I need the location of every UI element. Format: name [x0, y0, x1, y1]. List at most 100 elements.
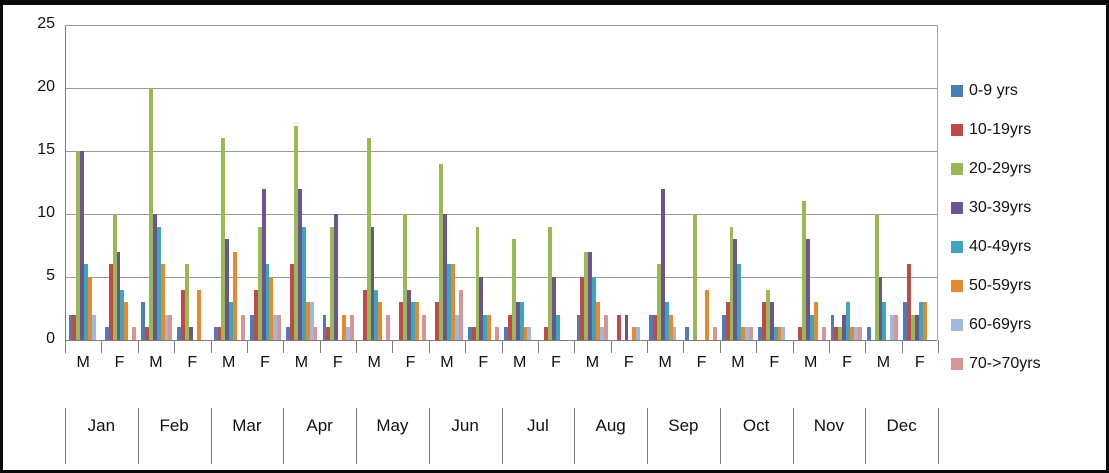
gender-label-sep-f: F [696, 354, 707, 371]
gender-label-jun-f: F [478, 354, 489, 371]
gender-boundary-tick [174, 340, 176, 353]
bar-slot [112, 25, 117, 340]
bar-slot [217, 25, 222, 340]
bar-slot [181, 25, 186, 340]
gender-boundary-tick [246, 340, 248, 353]
bar-slot [693, 25, 698, 340]
bar-slot [842, 25, 847, 340]
cluster-apr-m [284, 25, 320, 340]
bar-slot [257, 25, 262, 340]
bar-slot [515, 25, 520, 340]
month-label-jun: Jun [451, 416, 479, 435]
month-boundary-tick [501, 408, 503, 464]
bar-apr-m-1019yrs [290, 264, 295, 340]
legend-item-2029yrs: 20-29yrs [951, 157, 1106, 180]
bar-slot [273, 25, 278, 340]
bar-slot [144, 25, 149, 340]
bar-slot [349, 25, 354, 340]
bar-slot [676, 25, 680, 340]
bar-slot [261, 25, 266, 340]
month-label-sep: Sep [668, 416, 699, 435]
y-tick-label-20: 20 [37, 78, 55, 95]
bar-slot [878, 25, 883, 340]
bar-slot [253, 25, 258, 340]
bar-slot [410, 25, 415, 340]
bar-slot [334, 25, 339, 340]
bar-slot [660, 25, 665, 340]
bar-slot [447, 25, 451, 340]
month-label-oct: Oct [742, 416, 770, 435]
bar-slot [148, 25, 153, 340]
bar-nov-f-2029yrs [838, 327, 843, 340]
bar-slot [903, 25, 908, 340]
bar-jun-f-09yrs [467, 327, 472, 340]
bar-mar-m-1019yrs [217, 327, 222, 340]
bar-slot [725, 25, 730, 340]
bar-slot [96, 25, 100, 340]
bar-aug-f-6069yrs [636, 327, 641, 340]
gender-label-jul-f: F [551, 354, 561, 371]
bar-slot [386, 25, 391, 340]
bar-slot [809, 25, 814, 340]
gridline-15 [66, 151, 937, 152]
bar-slot [922, 25, 927, 340]
bar-oct-m-1019yrs [725, 302, 730, 340]
bar-apr-f-2029yrs [330, 226, 335, 340]
bar-slot [588, 25, 593, 340]
month-cluster-feb [139, 25, 212, 340]
bar-slot [785, 25, 789, 340]
gender-label-aug-f: F [623, 354, 634, 371]
month-boundary-tick [719, 408, 721, 464]
bar-slot [141, 25, 145, 340]
bar-slot [672, 25, 677, 340]
bar-aug-m-1019yrs [580, 277, 585, 340]
bar-feb-m-2029yrs [148, 88, 153, 340]
bar-slot [168, 25, 173, 340]
bar-slot [798, 25, 803, 340]
bar-nov-f-09yrs [830, 314, 835, 340]
bar-mar-f-3039yrs [261, 188, 266, 340]
month-boundary-tick [574, 408, 576, 464]
bar-nov-m-1019yrs [798, 327, 803, 340]
bar-slot [813, 25, 818, 340]
bar-slot [189, 25, 193, 340]
cluster-aug-m [574, 25, 610, 340]
gender-label-may-f: F [405, 354, 416, 371]
plot-area [65, 25, 938, 341]
bar-jan-f-4049yrs [120, 289, 125, 340]
bar-feb-m-1019yrs [144, 327, 149, 340]
bar-slot [882, 25, 887, 340]
bar-slot [406, 25, 411, 340]
bar-slot [88, 25, 92, 340]
legend-label: 0-9 yrs [969, 81, 1018, 99]
bar-slot [576, 25, 581, 340]
month-cluster-nov [792, 25, 865, 340]
bar-dec-f-4049yrs [918, 302, 923, 340]
bar-slot [196, 25, 201, 340]
bar-jun-m-4049yrs [447, 264, 451, 340]
month-cluster-sep [647, 25, 720, 340]
bar-aug-m-7070yrs [603, 314, 608, 340]
bar-slot [313, 25, 318, 340]
bar-mar-m-3039yrs [225, 239, 230, 340]
bar-dec-m-6069yrs [890, 314, 895, 340]
month-cluster-aug [574, 25, 647, 340]
cluster-dec-f [901, 25, 937, 340]
bar-sep-m-4049yrs [664, 302, 669, 340]
bar-apr-f-1019yrs [326, 327, 331, 340]
bar-jul-m-2029yrs [511, 239, 516, 340]
bar-apr-f-6069yrs [345, 327, 350, 340]
bar-mar-m-4049yrs [229, 302, 234, 340]
bar-mar-f-2029yrs [257, 226, 262, 340]
bar-slot [636, 25, 641, 340]
month-boundary-tick [792, 408, 794, 464]
bar-slot [931, 25, 935, 340]
bar-dec-m-3039yrs [878, 277, 883, 340]
gender-label-jun-m: M [440, 354, 454, 371]
bar-slot [857, 25, 862, 340]
bar-feb-m-4049yrs [156, 226, 161, 340]
bar-slot [544, 25, 549, 340]
month-label-jan: Jan [87, 416, 116, 435]
bar-slot [668, 25, 673, 340]
bar-slot [511, 25, 516, 340]
